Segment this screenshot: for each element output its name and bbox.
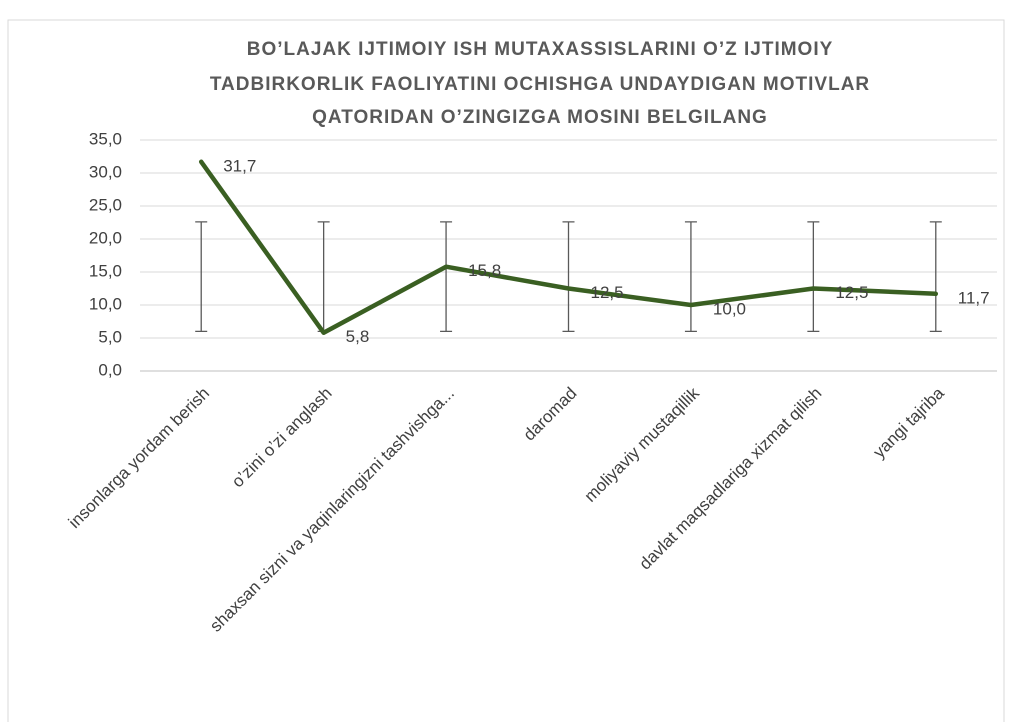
error-bar	[562, 221, 575, 333]
y-tick-label: 0,0	[98, 360, 122, 379]
y-tick-label: 15,0	[89, 261, 122, 280]
error-bar	[929, 221, 942, 333]
error-bar	[195, 221, 208, 333]
line	[198, 159, 939, 335]
y-tick-label: 5,0	[98, 327, 122, 346]
data-label: 5,8	[346, 327, 370, 346]
data-label: 15,8	[468, 261, 501, 280]
data-label: 12,5	[835, 283, 868, 302]
y-tick-label: 20,0	[89, 228, 122, 247]
data-label: 10,0	[713, 299, 746, 318]
chart-title: QATORIDAN O’ZINGIZGA MOSINI BELGILANG	[312, 107, 768, 128]
data-label: 11,7	[958, 288, 990, 307]
y-tick-label: 25,0	[89, 195, 122, 214]
y-tick-label: 35,0	[89, 129, 122, 148]
y-tick-label: 10,0	[89, 294, 122, 313]
chart-title: BO’LAJAK IJTIMOIY ISH MUTAXASSISLARINI O…	[247, 39, 834, 60]
data-label: 31,7	[223, 156, 256, 175]
data-label: 12,5	[591, 283, 624, 302]
y-tick-label: 30,0	[89, 162, 122, 181]
error-bar	[684, 221, 697, 333]
error-bar	[807, 221, 820, 333]
chart-title: TADBIRKORLIK FAOLIYATINI OCHISHGA UNDAYD…	[210, 74, 870, 95]
error-bar	[440, 221, 453, 333]
